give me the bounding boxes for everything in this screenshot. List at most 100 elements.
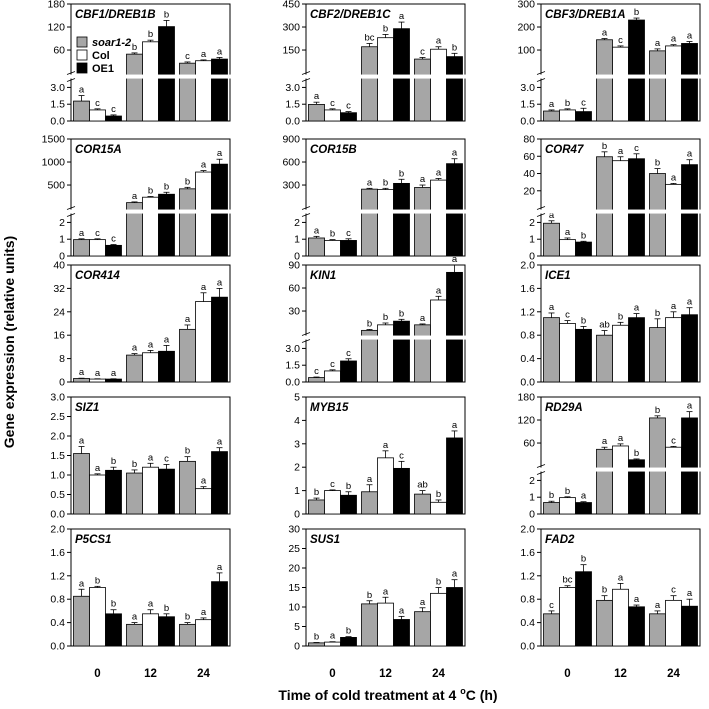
bar-oe1-24h: [446, 437, 463, 515]
bar-oe1-24h: [681, 417, 698, 515]
y-tick-label: 1.6: [50, 547, 65, 559]
bar-col-24h: [665, 317, 682, 383]
significance-letter: a: [217, 46, 223, 57]
y-tick-label: 120: [517, 415, 535, 427]
significance-letter: a: [217, 148, 223, 159]
bar-oe1-0h: [340, 240, 357, 257]
bar-col-12h: [377, 602, 394, 647]
y-tick-label: 25: [288, 543, 300, 555]
y-tick-label: 2.5: [50, 411, 65, 423]
bar-oe1-12h: [393, 619, 410, 647]
significance-letter: c: [164, 453, 169, 464]
panel-title: KIN1: [310, 270, 336, 282]
bar-oe1-0h: [575, 241, 592, 257]
significance-letter: a: [201, 282, 207, 293]
significance-letter: b: [148, 185, 153, 196]
significance-letter: ab: [417, 480, 428, 491]
bar-soar1-2-0h: [73, 378, 90, 383]
bar-soar1-2-0h: [73, 100, 90, 122]
axis-break-mark: [536, 464, 546, 468]
y-tick-label: 0.8: [50, 594, 65, 606]
significance-letter: a: [132, 343, 138, 354]
y-tick-label: 2.0: [520, 524, 535, 536]
axis-break-mark: [301, 339, 311, 343]
significance-letter: c: [314, 366, 319, 377]
y-tick-label: 3.0: [285, 82, 300, 94]
significance-letter: a: [671, 34, 677, 45]
y-tick-label: 300: [282, 22, 300, 34]
significance-letter: a: [185, 314, 191, 325]
x-tick-label: 24: [667, 668, 680, 680]
bar-oe1-12h: [628, 606, 645, 647]
bar-oe1-0h: [105, 613, 122, 647]
y-tick-label: 0.0: [520, 641, 535, 653]
panel-title: COR414: [75, 270, 120, 282]
y-tick-label: 2: [529, 475, 535, 487]
significance-letter: a: [420, 174, 426, 185]
significance-letter: c: [111, 234, 116, 245]
y-tick-label: 60: [523, 438, 535, 450]
bar-soar1-2-24h: [649, 613, 666, 647]
significance-letter: b: [618, 311, 623, 322]
bar-soar1-2-24h: [179, 623, 196, 647]
bar-oe1-24h: [446, 271, 463, 383]
bar-col-12h: [142, 466, 159, 515]
significance-letter: a: [634, 594, 640, 605]
significance-letter: a: [634, 303, 640, 314]
y-tick-label: 2.0: [50, 431, 65, 443]
y-tick-label: 1.5: [50, 450, 65, 462]
significance-letter: a: [95, 368, 101, 379]
bar-col-0h: [324, 490, 341, 515]
bar-col-12h: [142, 196, 159, 257]
y-tick-label: 1: [294, 485, 300, 497]
significance-letter: b: [602, 585, 607, 596]
significance-letter: b: [436, 489, 441, 500]
bar-soar1-2-24h: [649, 173, 666, 257]
significance-letter: c: [346, 348, 351, 359]
legend-label-col: Col: [92, 50, 110, 62]
panel-title: COR15B: [310, 144, 357, 156]
bar-oe1-0h: [340, 112, 357, 122]
significance-letter: a: [436, 36, 442, 47]
y-tick-label: 20: [523, 185, 535, 197]
y-tick-label: 0.0: [50, 641, 65, 653]
y-tick-label: 1: [529, 492, 535, 504]
bar-oe1-24h: [211, 581, 228, 647]
y-tick-label: 1.5: [285, 99, 300, 111]
y-tick-label: 2: [294, 217, 300, 229]
bar-col-12h: [612, 445, 629, 515]
panel-title: FAD2: [545, 534, 575, 546]
bar-col-0h: [559, 587, 576, 647]
significance-letter: a: [399, 605, 405, 616]
bar-col-24h: [665, 183, 682, 257]
bar-soar1-2-12h: [596, 156, 613, 257]
bar-col-0h: [89, 587, 106, 647]
significance-letter: a: [217, 562, 223, 573]
significance-letter: a: [436, 167, 442, 178]
y-tick-label: 80: [523, 134, 535, 146]
bar-col-24h: [195, 619, 212, 647]
x-axis-label: Time of cold treatment at 4 oC (h): [278, 686, 497, 703]
significance-letter: b: [111, 456, 116, 467]
bar-oe1-12h: [158, 350, 175, 383]
bar-col-24h: [195, 301, 212, 383]
bar-oe1-12h: [628, 19, 645, 122]
bar-oe1-0h: [575, 502, 592, 515]
bar-oe1-24h: [211, 451, 228, 515]
significance-letter: a: [132, 612, 138, 623]
bar-oe1-0h: [575, 111, 592, 122]
bar-col-0h: [324, 240, 341, 257]
significance-letter: b: [655, 158, 660, 169]
y-tick-label: 300: [282, 180, 300, 192]
significance-letter: b: [383, 177, 388, 188]
y-tick-label: 0.0: [520, 377, 535, 389]
legend-label-soar1-2: soar1-2: [92, 37, 131, 49]
significance-letter: b: [383, 23, 388, 34]
bar-soar1-2-12h: [126, 53, 143, 122]
bar-soar1-2-12h: [596, 599, 613, 647]
y-tick-label: 1.2: [520, 570, 535, 582]
bar-soar1-2-24h: [179, 328, 196, 383]
